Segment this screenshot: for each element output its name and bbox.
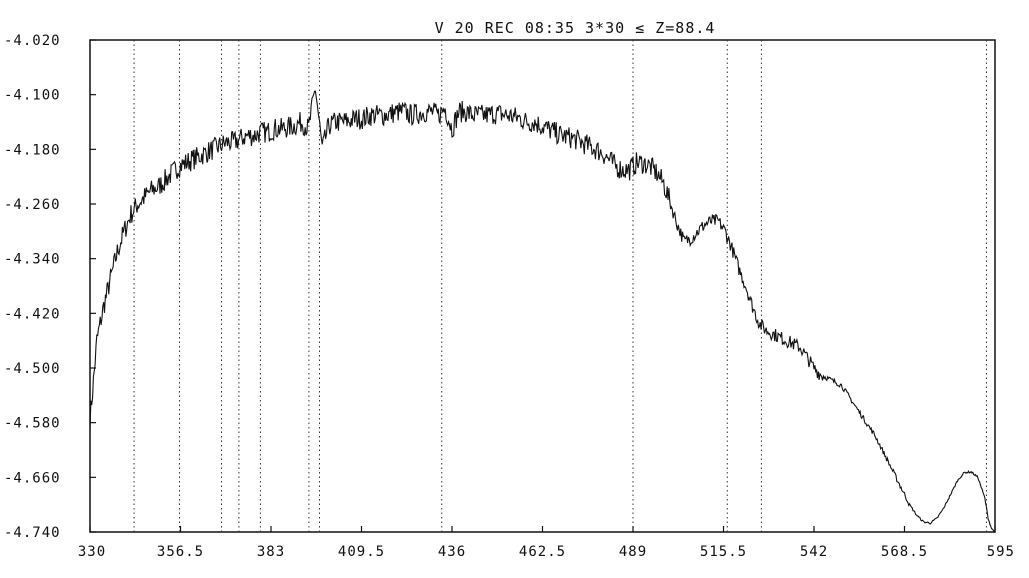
- y-tick-label-6: -4.500: [4, 361, 61, 377]
- y-tick-label-9: -4.740: [4, 525, 61, 541]
- y-tick-label-7: -4.580: [4, 416, 61, 432]
- y-axis: -4.020 -4.100 -4.180 -4.260 -4.340 -4.420 -4.5…: [4, 33, 96, 541]
- y-tick-label-8: -4.660: [4, 470, 61, 486]
- y-tick-label-4: -4.340: [4, 252, 61, 268]
- x-tick-label-4: 436: [438, 544, 466, 560]
- y-tick-label-2: -4.180: [4, 142, 61, 158]
- x-axis: 330 356.5 383 409.5 436 462.5 489 515.5 542 568.5…: [78, 526, 1015, 560]
- y-tick-label-0: -4.020: [4, 33, 61, 49]
- x-tick-label-7: 515.5: [700, 544, 747, 560]
- x-tick-label-6: 489: [619, 544, 647, 560]
- series-line: [89, 90, 996, 533]
- x-tick-label-0: 330: [78, 544, 106, 560]
- x-tick-label-5: 462.5: [519, 544, 566, 560]
- x-tick-label-1: 356.5: [157, 544, 204, 560]
- y-tick-label-5: -4.420: [4, 306, 61, 322]
- x-tick-label-9: 568.5: [881, 544, 928, 560]
- y-tick-label-3: -4.260: [4, 197, 61, 213]
- x-tick-label-8: 542: [800, 544, 828, 560]
- vertical-markers: [133, 40, 987, 532]
- x-tick-label-3: 409.5: [338, 544, 385, 560]
- y-tick-label-1: -4.100: [4, 88, 61, 104]
- plot-frame: [89, 39, 996, 533]
- x-tick-label-2: 383: [257, 544, 285, 560]
- x-tick-label-10: 595: [987, 544, 1015, 560]
- chart-title: V 20 REC 08:35 3*30 ≤ Z=88.4: [435, 19, 716, 37]
